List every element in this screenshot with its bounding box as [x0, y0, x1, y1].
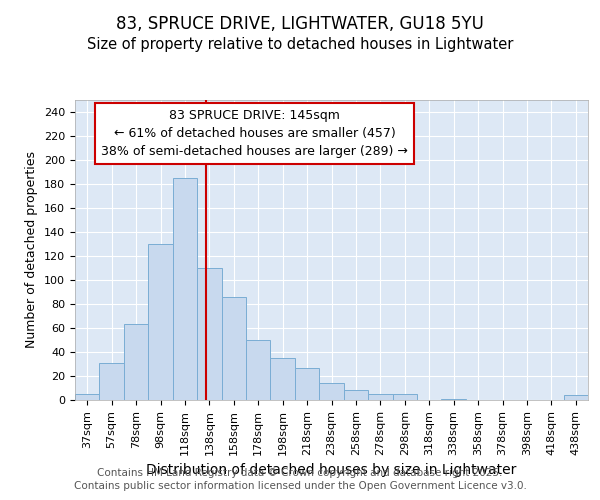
- Bar: [368, 394, 392, 400]
- Bar: [197, 268, 221, 400]
- Bar: [100, 363, 124, 400]
- Bar: [344, 390, 368, 400]
- Text: 83 SPRUCE DRIVE: 145sqm
← 61% of detached houses are smaller (457)
38% of semi-d: 83 SPRUCE DRIVE: 145sqm ← 61% of detache…: [101, 109, 408, 158]
- Text: Size of property relative to detached houses in Lightwater: Size of property relative to detached ho…: [87, 38, 513, 52]
- Bar: [148, 244, 173, 400]
- Text: Contains public sector information licensed under the Open Government Licence v3: Contains public sector information licen…: [74, 481, 526, 491]
- Text: 83, SPRUCE DRIVE, LIGHTWATER, GU18 5YU: 83, SPRUCE DRIVE, LIGHTWATER, GU18 5YU: [116, 15, 484, 33]
- Bar: [173, 178, 197, 400]
- Bar: [246, 340, 271, 400]
- Bar: [124, 324, 148, 400]
- Bar: [75, 394, 100, 400]
- Bar: [295, 368, 319, 400]
- Bar: [271, 358, 295, 400]
- Bar: [319, 383, 344, 400]
- Bar: [221, 297, 246, 400]
- Text: Contains HM Land Registry data © Crown copyright and database right 2025.: Contains HM Land Registry data © Crown c…: [97, 468, 503, 477]
- Bar: [392, 394, 417, 400]
- X-axis label: Distribution of detached houses by size in Lightwater: Distribution of detached houses by size …: [146, 463, 517, 477]
- Y-axis label: Number of detached properties: Number of detached properties: [25, 152, 38, 348]
- Bar: [563, 395, 588, 400]
- Bar: [442, 399, 466, 400]
